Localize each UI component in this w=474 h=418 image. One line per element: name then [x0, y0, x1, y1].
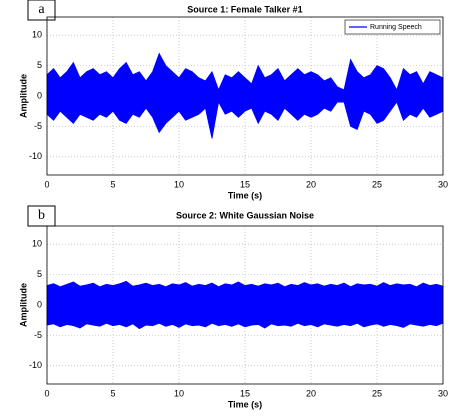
y-tick-label: -10 [29, 360, 42, 370]
x-tick-label: 5 [110, 388, 115, 398]
x-tick-label: 0 [44, 179, 49, 189]
y-tick-label: 10 [32, 30, 42, 40]
y-tick-label: 10 [32, 239, 42, 249]
x-axis-label: Time (s) [228, 399, 262, 409]
y-axis-label: Amplitude [18, 283, 28, 327]
x-tick-label: 30 [438, 388, 448, 398]
x-tick-label: 15 [240, 388, 250, 398]
legend-box [344, 19, 441, 35]
x-tick-label: 15 [240, 179, 250, 189]
x-tick-label: 10 [174, 388, 184, 398]
chart-title: Source 2: White Gaussian Noise [176, 210, 314, 220]
plot-frame [46, 16, 444, 176]
y-tick-label: -10 [29, 151, 42, 161]
y-axis-label: Amplitude [18, 74, 28, 118]
panel-label-box [27, 0, 56, 21]
legend-label: Running Speech [370, 24, 422, 31]
x-tick-label: 10 [174, 179, 184, 189]
x-tick-label: 25 [372, 388, 382, 398]
panel-label: a [38, 2, 45, 17]
x-tick-label: 25 [372, 179, 382, 189]
x-tick-label: 0 [44, 388, 49, 398]
y-tick-label: 5 [37, 60, 42, 70]
y-tick-label: -5 [34, 330, 42, 340]
x-tick-label: 5 [110, 179, 115, 189]
y-tick-label: 0 [37, 90, 42, 100]
chart-title: Source 1: Female Talker #1 [187, 4, 302, 14]
x-tick-label: 30 [438, 179, 448, 189]
x-tick-label: 20 [306, 179, 316, 189]
x-tick-label: 20 [306, 388, 316, 398]
panel-label: b [38, 208, 45, 223]
y-tick-label: 0 [37, 299, 42, 309]
y-tick-label: 5 [37, 269, 42, 279]
plot-frame [46, 225, 444, 385]
y-tick-label: -5 [34, 121, 42, 131]
x-axis-label: Time (s) [228, 190, 262, 200]
panel-label-box [27, 205, 56, 227]
waveform [46, 280, 444, 330]
